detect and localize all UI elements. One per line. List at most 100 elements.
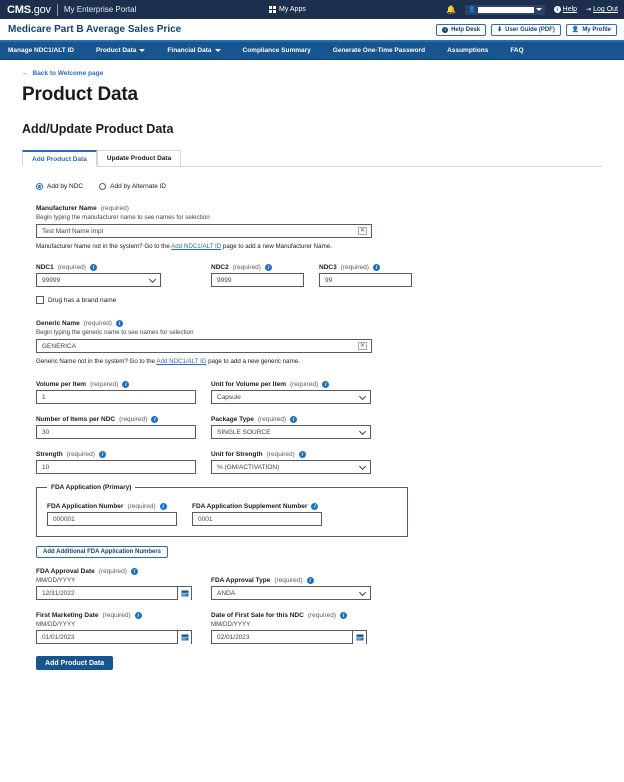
- info-icon[interactable]: i: [98, 451, 106, 458]
- info-icon[interactable]: i: [264, 264, 272, 271]
- add-mode-radio-group: Add by NDC Add by Alternate ID: [36, 183, 602, 190]
- clear-icon[interactable]: ✕: [357, 342, 367, 350]
- nav-item-faq[interactable]: FAQ: [499, 42, 534, 60]
- nav-item-compliance-summary[interactable]: Compliance Summary: [232, 42, 322, 60]
- fda-application-number-value: 000001: [53, 515, 75, 523]
- info-icon[interactable]: i: [306, 577, 314, 584]
- unit-strength-value: % (GM/ACTIVATION): [217, 463, 280, 471]
- package-type-value: SINGLE SOURCE: [217, 428, 271, 436]
- manufacturer-name-label: Manufacturer Name (required): [36, 205, 602, 212]
- logout-link[interactable]: ⇥ Log Out: [586, 6, 618, 13]
- info-icon[interactable]: i: [290, 416, 298, 423]
- fda-approval-type-value: ANDA: [217, 589, 236, 597]
- required-marker: (required): [274, 577, 303, 584]
- user-menu[interactable]: 👤: [465, 4, 545, 15]
- info-icon[interactable]: i: [130, 568, 138, 575]
- clear-icon[interactable]: ✕: [357, 227, 367, 235]
- checkbox-label: Drug has a brand name: [48, 296, 117, 304]
- unit-strength-select[interactable]: % (GM/ACTIVATION): [211, 460, 371, 474]
- package-type-label: Package Type (required) i: [211, 416, 386, 423]
- nav-label: Product Data: [95, 47, 137, 54]
- label-text: Volume per Item: [36, 381, 87, 388]
- help-label: Help: [562, 6, 578, 13]
- manufacturer-name-input[interactable]: Test Manf Name impl ✕: [36, 224, 372, 238]
- package-type-select[interactable]: SINGLE SOURCE: [211, 425, 371, 439]
- first-sale-date-input[interactable]: 02/01/2023: [211, 630, 367, 644]
- chevron-down-icon: [139, 49, 146, 52]
- nav-item-product-data[interactable]: Product Data: [85, 42, 156, 60]
- add-ndc1-alt-id-link[interactable]: Add NDC1/ALT ID: [156, 358, 207, 365]
- app-title: Medicare Part B Average Sales Price: [8, 24, 182, 35]
- calendar-icon[interactable]: [352, 631, 366, 644]
- tab-update-product-data[interactable]: Update Product Data: [96, 150, 182, 167]
- info-icon[interactable]: i: [159, 503, 167, 510]
- label-text: FDA Approval Date: [36, 568, 95, 575]
- portal-header: CMS.gov My Enterprise Portal My Apps 🔔 👤…: [0, 0, 624, 19]
- nav-item-generate-one-time-password[interactable]: Generate One-Time Password: [322, 42, 436, 60]
- nav-item-assumptions[interactable]: Assumptions: [436, 42, 499, 60]
- my-profile-label: My Profile: [582, 26, 611, 33]
- first-marketing-date-label: First Marketing Date (required) i: [36, 612, 211, 619]
- info-icon[interactable]: i: [311, 503, 319, 510]
- help-link[interactable]: i Help: [553, 6, 578, 13]
- label-text: NDC1: [36, 264, 54, 271]
- ndc3-input[interactable]: 99: [319, 273, 412, 287]
- info-icon[interactable]: i: [122, 381, 130, 388]
- download-icon: ⬇: [497, 27, 503, 33]
- button-label: Add Product Data: [45, 659, 105, 667]
- add-additional-fda-numbers-button[interactable]: Add Additional FDA Application Numbers: [36, 546, 168, 558]
- radio-add-by-alternate-id[interactable]: Add by Alternate ID: [99, 183, 166, 190]
- cms-logo-gov: .gov: [30, 3, 51, 16]
- ndc2-label: NDC2 (required) i: [211, 264, 319, 271]
- nav-item-manage-ndc1-alt-id[interactable]: Manage NDC1/ALT ID: [8, 42, 85, 60]
- info-icon[interactable]: i: [298, 451, 306, 458]
- calendar-icon[interactable]: [177, 631, 191, 644]
- strength-input[interactable]: 10: [36, 460, 196, 474]
- info-icon[interactable]: i: [372, 264, 380, 271]
- my-apps-button[interactable]: My Apps: [269, 0, 306, 19]
- brand-name-checkbox[interactable]: Drug has a brand name: [36, 296, 602, 304]
- required-marker: (required): [98, 568, 127, 575]
- add-ndc1-alt-id-link[interactable]: Add NDC1/ALT ID: [171, 243, 222, 250]
- ndc2-input[interactable]: 9999: [211, 273, 304, 287]
- radio-label: Add by Alternate ID: [110, 183, 167, 190]
- nav-item-financial-data[interactable]: Financial Data: [156, 42, 231, 60]
- manufacturer-name-value: Test Manf Name impl: [42, 227, 104, 235]
- fda-application-number-input[interactable]: 000001: [47, 512, 177, 526]
- required-marker: (required): [257, 416, 287, 423]
- info-icon[interactable]: i: [89, 264, 97, 271]
- items-per-ndc-input[interactable]: 30: [36, 425, 196, 439]
- fda-approval-type-select[interactable]: ANDA: [211, 586, 371, 600]
- user-guide-button[interactable]: ⬇ User Guide (PDF): [491, 23, 561, 36]
- info-icon[interactable]: i: [151, 416, 159, 423]
- info-icon[interactable]: i: [115, 320, 123, 327]
- fda-approval-date-value: 12/31/2022: [42, 589, 75, 597]
- volume-per-item-input[interactable]: 1: [36, 390, 196, 404]
- notifications-bell-icon[interactable]: 🔔: [446, 5, 457, 14]
- generic-name-note: Generic Name not in the system? Go to th…: [36, 358, 602, 365]
- note-suffix: page to add a new Manufacturer Name.: [221, 243, 332, 250]
- fda-supplement-number-input[interactable]: 0001: [192, 512, 322, 526]
- first-marketing-date-input[interactable]: 01/01/2023: [36, 630, 192, 644]
- tab-add-product-data[interactable]: Add Product Data: [22, 150, 97, 167]
- fda-approval-date-input[interactable]: 12/31/2022: [36, 586, 192, 600]
- my-profile-button[interactable]: 👤 My Profile: [565, 23, 617, 36]
- generic-name-input[interactable]: GENERICA ✕: [36, 339, 372, 353]
- items-per-ndc-value: 30: [42, 428, 50, 436]
- help-desk-button[interactable]: i Help Desk: [436, 23, 487, 36]
- label-text: FDA Application Supplement Number: [192, 503, 308, 510]
- unit-volume-select[interactable]: Capsule: [211, 390, 371, 404]
- fda-approval-date-label: FDA Approval Date (required) i: [36, 568, 211, 575]
- radio-add-by-ndc[interactable]: Add by NDC: [36, 183, 83, 190]
- label-text: Date of First Sale for this NDC: [211, 612, 304, 619]
- required-marker: (required): [66, 451, 95, 458]
- info-icon[interactable]: i: [340, 612, 348, 619]
- calendar-icon[interactable]: [177, 587, 191, 600]
- info-icon[interactable]: i: [134, 612, 142, 619]
- back-to-welcome-link[interactable]: ← Back to Welcome page: [22, 70, 602, 77]
- add-product-data-submit-button[interactable]: Add Product Data: [36, 656, 114, 670]
- nav-label: Manage NDC1/ALT ID: [8, 47, 74, 54]
- ndc1-select[interactable]: 99999: [36, 273, 161, 287]
- fda-supplement-number-value: 0001: [198, 515, 213, 523]
- info-icon[interactable]: i: [322, 381, 330, 388]
